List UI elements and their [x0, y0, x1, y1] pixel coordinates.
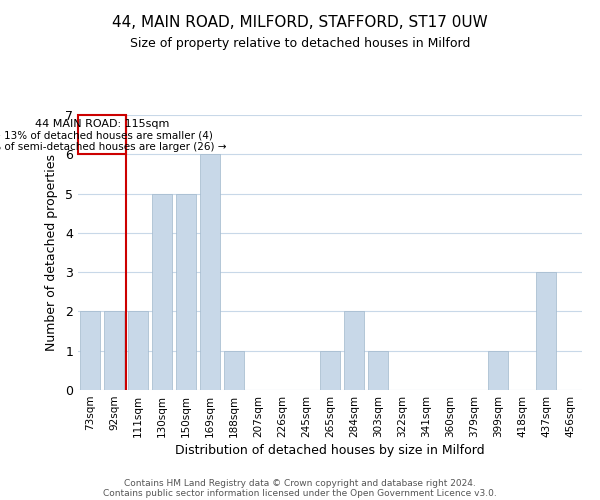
Text: 44 MAIN ROAD: 115sqm: 44 MAIN ROAD: 115sqm [35, 118, 169, 128]
Bar [224, 350, 244, 390]
Bar [536, 272, 556, 390]
Text: 44, MAIN ROAD, MILFORD, STAFFORD, ST17 0UW: 44, MAIN ROAD, MILFORD, STAFFORD, ST17 0… [112, 15, 488, 30]
Bar [488, 350, 508, 390]
X-axis label: Distribution of detached houses by size in Milford: Distribution of detached houses by size … [175, 444, 485, 457]
Text: 87% of semi-detached houses are larger (26) →: 87% of semi-detached houses are larger (… [0, 142, 226, 152]
Bar [200, 154, 220, 390]
Text: Contains HM Land Registry data © Crown copyright and database right 2024.: Contains HM Land Registry data © Crown c… [124, 478, 476, 488]
Y-axis label: Number of detached properties: Number of detached properties [45, 154, 58, 351]
Bar [152, 194, 172, 390]
Bar [128, 312, 148, 390]
Bar [368, 350, 388, 390]
Bar [344, 312, 364, 390]
Text: ← 13% of detached houses are smaller (4): ← 13% of detached houses are smaller (4) [0, 130, 212, 140]
Bar [320, 350, 340, 390]
FancyBboxPatch shape [78, 115, 126, 154]
Bar [80, 312, 100, 390]
Bar [104, 312, 124, 390]
Text: Size of property relative to detached houses in Milford: Size of property relative to detached ho… [130, 38, 470, 51]
Text: Contains public sector information licensed under the Open Government Licence v3: Contains public sector information licen… [103, 488, 497, 498]
Bar [176, 194, 196, 390]
